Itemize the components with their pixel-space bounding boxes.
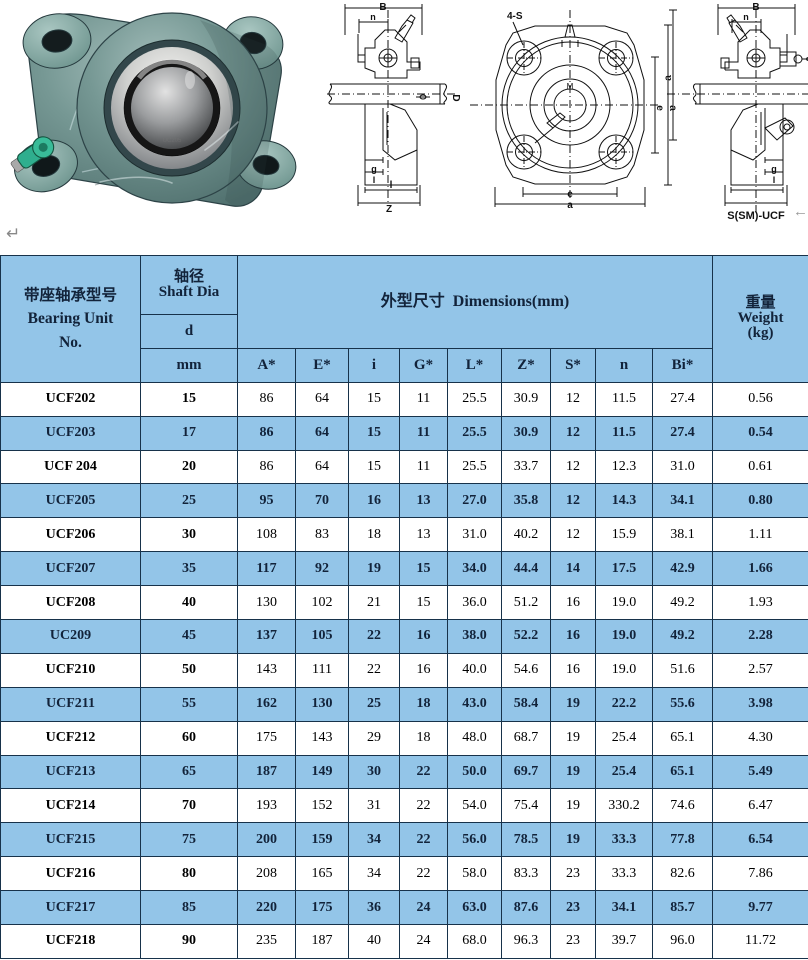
svg-text:n: n xyxy=(370,12,376,22)
svg-text:B: B xyxy=(379,2,386,13)
svg-text:l: l xyxy=(773,175,776,185)
svg-text:D: D xyxy=(450,94,461,101)
svg-text:Z: Z xyxy=(386,204,392,215)
svg-text:a: a xyxy=(567,200,573,210)
svg-text:e: e xyxy=(567,189,573,200)
svg-text:e: e xyxy=(654,105,665,111)
svg-text:l: l xyxy=(390,180,393,191)
svg-text:n: n xyxy=(743,12,749,22)
svg-text:M: M xyxy=(567,82,574,91)
svg-text:UC205: UC205 xyxy=(163,138,182,144)
svg-text:a: a xyxy=(665,75,674,81)
svg-text:S(SM)-UCF: S(SM)-UCF xyxy=(727,210,785,222)
svg-text:l: l xyxy=(373,175,376,185)
svg-text:4-S: 4-S xyxy=(507,11,523,22)
